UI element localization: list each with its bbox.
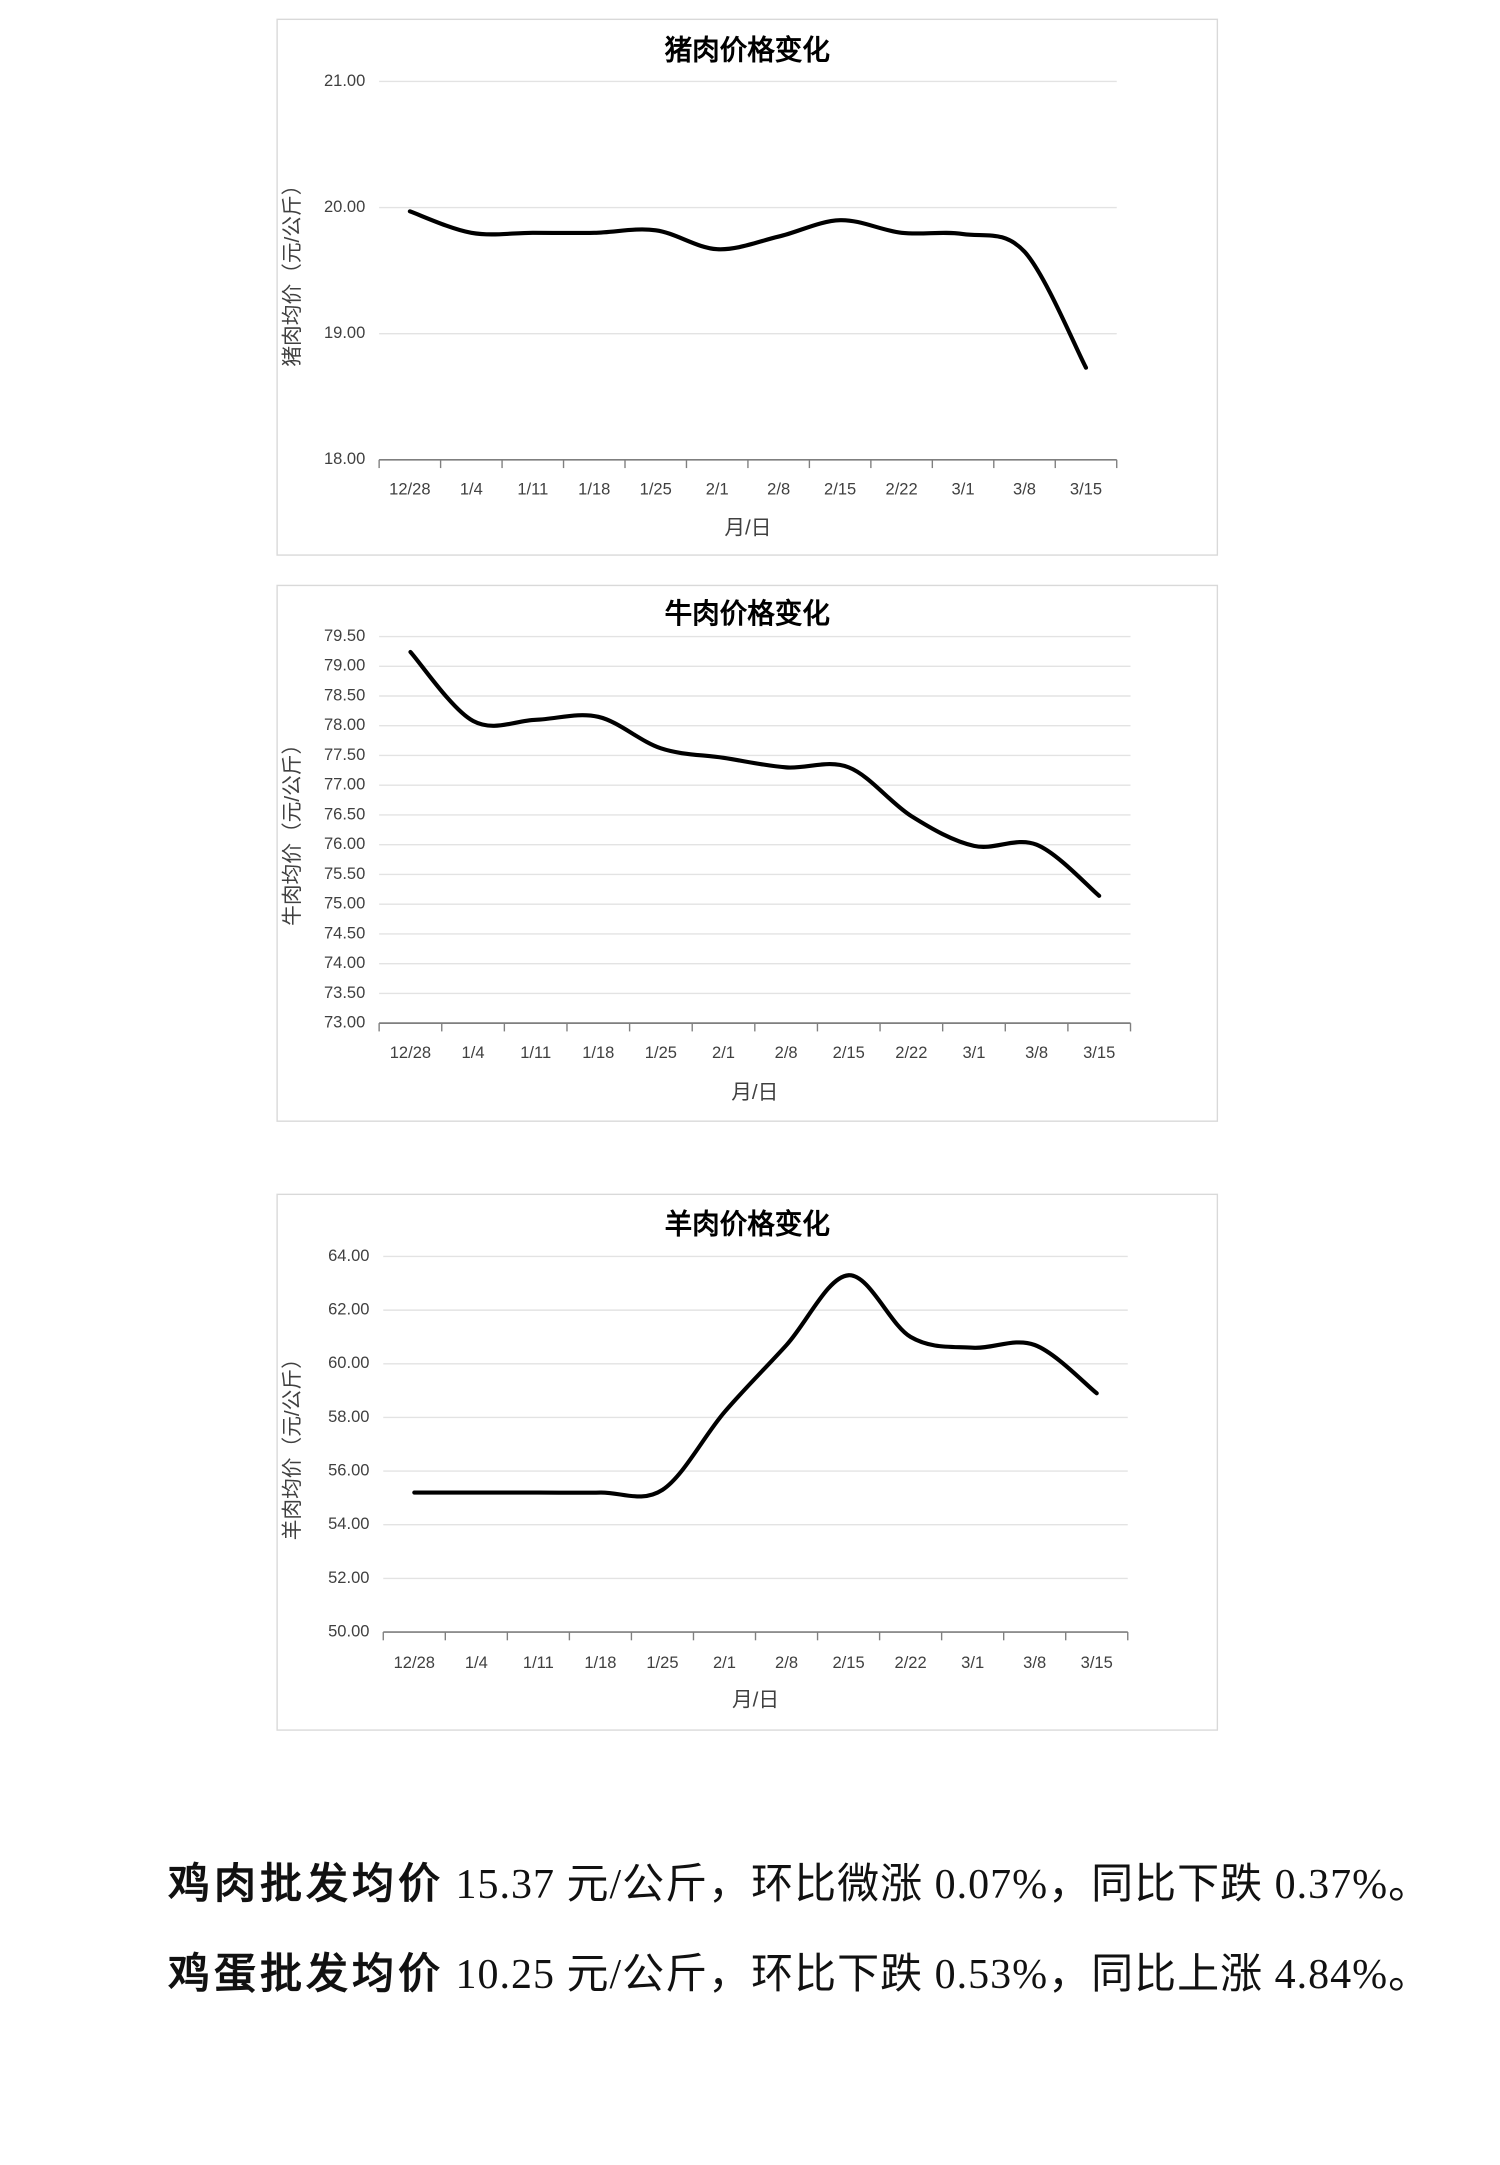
y-tick-label: 56.00 bbox=[328, 1460, 369, 1479]
x-tick-label: 1/4 bbox=[465, 1653, 488, 1672]
x-tick-label: 2/15 bbox=[832, 1653, 864, 1672]
paragraphs: 鸡肉批发均价 15.37 元/公斤，环比微涨 0.07%，同比下跌 0.37%。… bbox=[62, 1840, 1440, 2020]
x-tick-label: 1/18 bbox=[582, 1043, 614, 1062]
y-axis-label: 猪肉均价（元/公斤） bbox=[281, 175, 304, 367]
y-tick-label: 21.00 bbox=[324, 71, 365, 90]
x-tick-label: 3/1 bbox=[962, 1043, 985, 1062]
x-tick-label: 2/1 bbox=[713, 1653, 736, 1672]
x-tick-label: 2/15 bbox=[833, 1043, 865, 1062]
y-tick-label: 78.00 bbox=[324, 715, 365, 734]
x-tick-label: 2/22 bbox=[885, 480, 917, 499]
x-tick-label: 1/4 bbox=[460, 480, 483, 499]
y-tick-label: 79.00 bbox=[324, 656, 365, 675]
y-tick-label: 73.00 bbox=[324, 1012, 365, 1031]
x-tick-label: 3/1 bbox=[961, 1653, 984, 1672]
chart-frame bbox=[276, 18, 1219, 556]
y-tick-label: 62.00 bbox=[328, 1299, 369, 1318]
x-tick-label: 3/8 bbox=[1025, 1043, 1048, 1062]
x-tick-label: 2/8 bbox=[767, 480, 790, 499]
x-tick-label: 1/11 bbox=[520, 1043, 551, 1062]
x-tick-label: 3/8 bbox=[1013, 480, 1036, 499]
y-tick-label: 19.00 bbox=[324, 323, 365, 342]
paragraph: 鸡肉批发均价 15.37 元/公斤，环比微涨 0.07%，同比下跌 0.37%。 bbox=[62, 1840, 1440, 1930]
paragraph-text: 10.25 元/公斤，环比下跌 0.53%，同比上涨 4.84%。 bbox=[455, 1952, 1432, 1998]
x-axis-label: 月/日 bbox=[731, 1081, 778, 1104]
line-series bbox=[407, 209, 1089, 370]
x-tick-label: 1/25 bbox=[640, 480, 672, 499]
y-tick-label: 58.00 bbox=[328, 1407, 369, 1426]
x-tick-label: 12/28 bbox=[390, 1043, 431, 1062]
x-tick-label: 1/25 bbox=[645, 1043, 677, 1062]
x-tick-label: 2/22 bbox=[895, 1043, 927, 1062]
x-tick-label: 1/4 bbox=[462, 1043, 485, 1062]
y-tick-label: 54.00 bbox=[328, 1514, 369, 1533]
y-tick-label: 79.50 bbox=[324, 626, 365, 645]
y-tick-label: 77.50 bbox=[324, 745, 365, 764]
y-tick-label: 75.50 bbox=[324, 864, 365, 883]
y-tick-label: 78.50 bbox=[324, 685, 365, 704]
x-tick-label: 1/18 bbox=[584, 1653, 616, 1672]
y-tick-label: 74.50 bbox=[324, 923, 365, 942]
chart-frame bbox=[276, 584, 1219, 1122]
y-tick-label: 52.00 bbox=[328, 1568, 369, 1587]
y-tick-label: 75.00 bbox=[324, 894, 365, 913]
x-tick-label: 3/1 bbox=[952, 480, 975, 499]
y-axis-label: 羊肉均价（元/公斤） bbox=[281, 1348, 304, 1540]
chart-title: 牛肉价格变化 bbox=[665, 598, 831, 629]
y-tick-label: 77.00 bbox=[324, 775, 365, 794]
x-axis-label: 月/日 bbox=[724, 516, 771, 539]
y-tick-label: 64.00 bbox=[328, 1246, 369, 1265]
y-tick-label: 20.00 bbox=[324, 197, 365, 216]
y-tick-label: 73.50 bbox=[324, 983, 365, 1002]
x-tick-label: 3/15 bbox=[1081, 1653, 1113, 1672]
paragraph-text: 15.37 元/公斤，环比微涨 0.07%，同比下跌 0.37%。 bbox=[455, 1862, 1432, 1908]
x-tick-label: 3/8 bbox=[1023, 1653, 1046, 1672]
x-tick-label: 1/11 bbox=[523, 1653, 554, 1672]
x-tick-label: 2/1 bbox=[706, 480, 729, 499]
y-tick-label: 76.50 bbox=[324, 804, 365, 823]
y-tick-label: 60.00 bbox=[328, 1353, 369, 1372]
chart-title: 猪肉价格变化 bbox=[665, 35, 831, 66]
x-tick-label: 3/15 bbox=[1083, 1043, 1115, 1062]
x-tick-label: 2/8 bbox=[775, 1043, 798, 1062]
paragraph-label: 鸡肉批发均价 bbox=[168, 1862, 445, 1908]
y-tick-label: 50.00 bbox=[328, 1621, 369, 1640]
y-tick-label: 76.00 bbox=[324, 834, 365, 853]
paragraph-label: 鸡蛋批发均价 bbox=[168, 1952, 445, 1998]
chart-title: 羊肉价格变化 bbox=[665, 1208, 831, 1239]
x-tick-label: 1/18 bbox=[578, 480, 610, 499]
paragraph: 鸡蛋批发均价 10.25 元/公斤，环比下跌 0.53%，同比上涨 4.84%。 bbox=[62, 1930, 1440, 2020]
x-tick-label: 12/28 bbox=[394, 1653, 435, 1672]
chart-frame bbox=[276, 1193, 1219, 1731]
x-tick-label: 12/28 bbox=[389, 480, 430, 499]
x-tick-label: 3/15 bbox=[1070, 480, 1102, 499]
y-axis-label: 牛肉均价（元/公斤） bbox=[281, 734, 304, 926]
x-tick-label: 1/25 bbox=[646, 1653, 678, 1672]
x-axis-label: 月/日 bbox=[732, 1689, 779, 1712]
line-series bbox=[412, 1273, 1099, 1499]
x-tick-label: 1/11 bbox=[517, 480, 548, 499]
x-tick-label: 2/22 bbox=[895, 1653, 927, 1672]
x-tick-label: 2/15 bbox=[824, 480, 856, 499]
y-tick-label: 18.00 bbox=[324, 449, 365, 468]
line-series bbox=[408, 649, 1102, 898]
y-tick-label: 74.00 bbox=[324, 953, 365, 972]
x-tick-label: 2/1 bbox=[712, 1043, 735, 1062]
x-tick-label: 2/8 bbox=[775, 1653, 798, 1672]
